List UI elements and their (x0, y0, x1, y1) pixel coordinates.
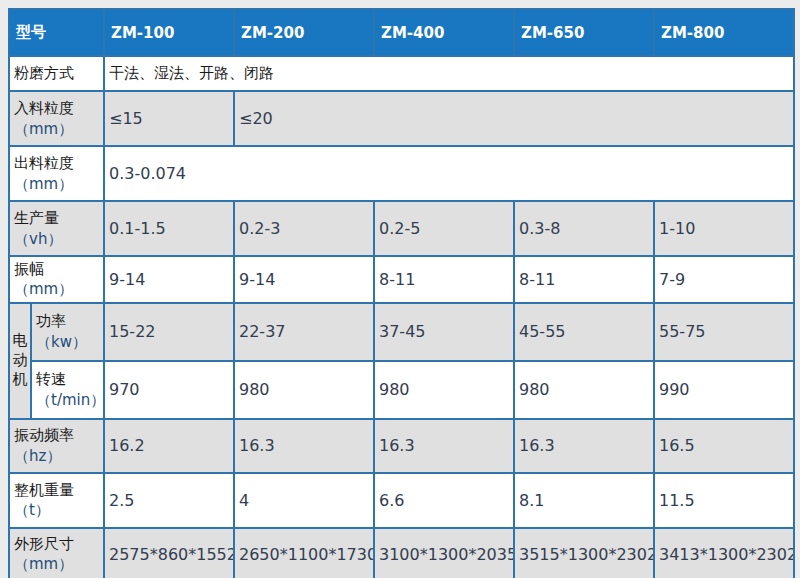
cell-machine-weight-zm800: 11.5 (654, 473, 794, 528)
cell-motor-speed-zm200: 980 (234, 361, 374, 419)
cell-capacity-zm100: 0.1-1.5 (104, 201, 234, 256)
row-feed-size: 入料粒度 （mm） ≤15 ≤20 (9, 91, 794, 146)
row-dimensions: 外形尺寸 （mm） 2575*860*1552 2650*1100*1730 3… (9, 528, 794, 578)
cell-feed-size-zm100: ≤15 (104, 91, 234, 146)
cell-motor-power-zm400: 37-45 (374, 303, 514, 361)
cell-motor-speed-zm400: 980 (374, 361, 514, 419)
row-label-capacity: 生产量 （vh） (9, 201, 104, 256)
header-zm-100: ZM-100 (104, 9, 234, 56)
cell-machine-weight-zm400: 6.6 (374, 473, 514, 528)
header-zm-200: ZM-200 (234, 9, 374, 56)
cell-vibration-frequency-zm100: 16.2 (104, 419, 234, 473)
cell-motor-power-zm200: 22-37 (234, 303, 374, 361)
row-group-motor: 电动机 (9, 303, 31, 419)
cell-amplitude-zm650: 8-11 (514, 256, 654, 303)
header-zm-400: ZM-400 (374, 9, 514, 56)
row-label-grinding-method: 粉磨方式 (9, 56, 104, 91)
cell-motor-speed-zm650: 980 (514, 361, 654, 419)
capacity-label-text: 生产量 (14, 208, 101, 228)
cell-motor-power-zm800: 55-75 (654, 303, 794, 361)
motor-power-label-text: 功率 (36, 311, 101, 331)
row-grinding-method: 粉磨方式 干法、湿法、开路、闭路 (9, 56, 794, 91)
cell-vibration-frequency-zm650: 16.3 (514, 419, 654, 473)
cell-amplitude-zm400: 8-11 (374, 256, 514, 303)
row-amplitude: 振幅 （mm） 9-14 9-14 8-11 8-11 7-9 (9, 256, 794, 303)
row-label-vibration-frequency: 振动频率 （hz） (9, 419, 104, 473)
cell-capacity-zm650: 0.3-8 (514, 201, 654, 256)
discharge-size-label-text: 出料粒度 (14, 153, 101, 173)
discharge-size-label-unit: （mm） (14, 174, 101, 194)
page: 型号 ZM-100 ZM-200 ZM-400 ZM-650 ZM-800 粉磨… (0, 0, 800, 578)
table-header-row: 型号 ZM-100 ZM-200 ZM-400 ZM-650 ZM-800 (9, 9, 794, 56)
row-capacity: 生产量 （vh） 0.1-1.5 0.2-3 0.2-5 0.3-8 1-10 (9, 201, 794, 256)
cell-machine-weight-zm200: 4 (234, 473, 374, 528)
machine-weight-label-unit: （t） (14, 500, 101, 520)
cell-capacity-zm400: 0.2-5 (374, 201, 514, 256)
row-label-feed-size: 入料粒度 （mm） (9, 91, 104, 146)
cell-motor-power-zm650: 45-55 (514, 303, 654, 361)
dimensions-label-unit: （mm） (14, 554, 101, 574)
cell-amplitude-zm100: 9-14 (104, 256, 234, 303)
header-model-label: 型号 (9, 9, 104, 56)
cell-motor-power-zm100: 15-22 (104, 303, 234, 361)
vibration-frequency-label-text: 振动频率 (14, 425, 101, 445)
cell-vibration-frequency-zm400: 16.3 (374, 419, 514, 473)
row-motor-speed: 转速 （t/min） 970 980 980 980 990 (9, 361, 794, 419)
cell-amplitude-zm200: 9-14 (234, 256, 374, 303)
cell-dimensions-zm400: 3100*1300*2035 (374, 528, 514, 578)
cell-dimensions-zm200: 2650*1100*1730 (234, 528, 374, 578)
header-zm-800: ZM-800 (654, 9, 794, 56)
cell-machine-weight-zm650: 8.1 (514, 473, 654, 528)
amplitude-label-unit: （mm） (14, 280, 73, 298)
spec-table: 型号 ZM-100 ZM-200 ZM-400 ZM-650 ZM-800 粉磨… (8, 8, 795, 578)
feed-size-label-unit: （mm） (14, 119, 101, 139)
cell-machine-weight-zm100: 2.5 (104, 473, 234, 528)
cell-motor-speed-zm800: 990 (654, 361, 794, 419)
header-zm-650: ZM-650 (514, 9, 654, 56)
cell-feed-size-zm200-zm800: ≤20 (234, 91, 794, 146)
row-label-dimensions: 外形尺寸 （mm） (9, 528, 104, 578)
feed-size-label-text: 入料粒度 (14, 98, 101, 118)
vibration-frequency-label-unit: （hz） (14, 446, 101, 466)
row-label-motor-power: 功率 （kw） (31, 303, 104, 361)
row-motor-power: 电动机 功率 （kw） 15-22 22-37 37-45 45-55 55-7… (9, 303, 794, 361)
cell-grinding-method: 干法、湿法、开路、闭路 (104, 56, 794, 91)
row-discharge-size: 出料粒度 （mm） 0.3-0.074 (9, 146, 794, 201)
cell-capacity-zm800: 1-10 (654, 201, 794, 256)
cell-dimensions-zm650: 3515*1300*2302 (514, 528, 654, 578)
cell-vibration-frequency-zm800: 16.5 (654, 419, 794, 473)
row-vibration-frequency: 振动频率 （hz） 16.2 16.3 16.3 16.3 16.5 (9, 419, 794, 473)
cell-capacity-zm200: 0.2-3 (234, 201, 374, 256)
cell-amplitude-zm800: 7-9 (654, 256, 794, 303)
cell-motor-speed-zm100: 970 (104, 361, 234, 419)
machine-weight-label-text: 整机重量 (14, 480, 101, 500)
dimensions-label-text: 外形尺寸 (14, 534, 101, 554)
row-label-discharge-size: 出料粒度 （mm） (9, 146, 104, 201)
row-label-machine-weight: 整机重量 （t） (9, 473, 104, 528)
row-label-amplitude: 振幅 （mm） (9, 256, 104, 303)
cell-vibration-frequency-zm200: 16.3 (234, 419, 374, 473)
motor-speed-label-text: 转速 (36, 369, 101, 389)
cell-dimensions-zm800: 3413*1300*2302 (654, 528, 794, 578)
amplitude-label-text: 振幅 (14, 260, 44, 278)
cell-dimensions-zm100: 2575*860*1552 (104, 528, 234, 578)
capacity-label-unit: （vh） (14, 229, 101, 249)
row-label-motor-speed: 转速 （t/min） (31, 361, 104, 419)
motor-power-label-unit: （kw） (36, 332, 101, 352)
row-machine-weight: 整机重量 （t） 2.5 4 6.6 8.1 11.5 (9, 473, 794, 528)
cell-discharge-size-all: 0.3-0.074 (104, 146, 794, 201)
motor-speed-label-unit: （t/min） (36, 390, 101, 410)
